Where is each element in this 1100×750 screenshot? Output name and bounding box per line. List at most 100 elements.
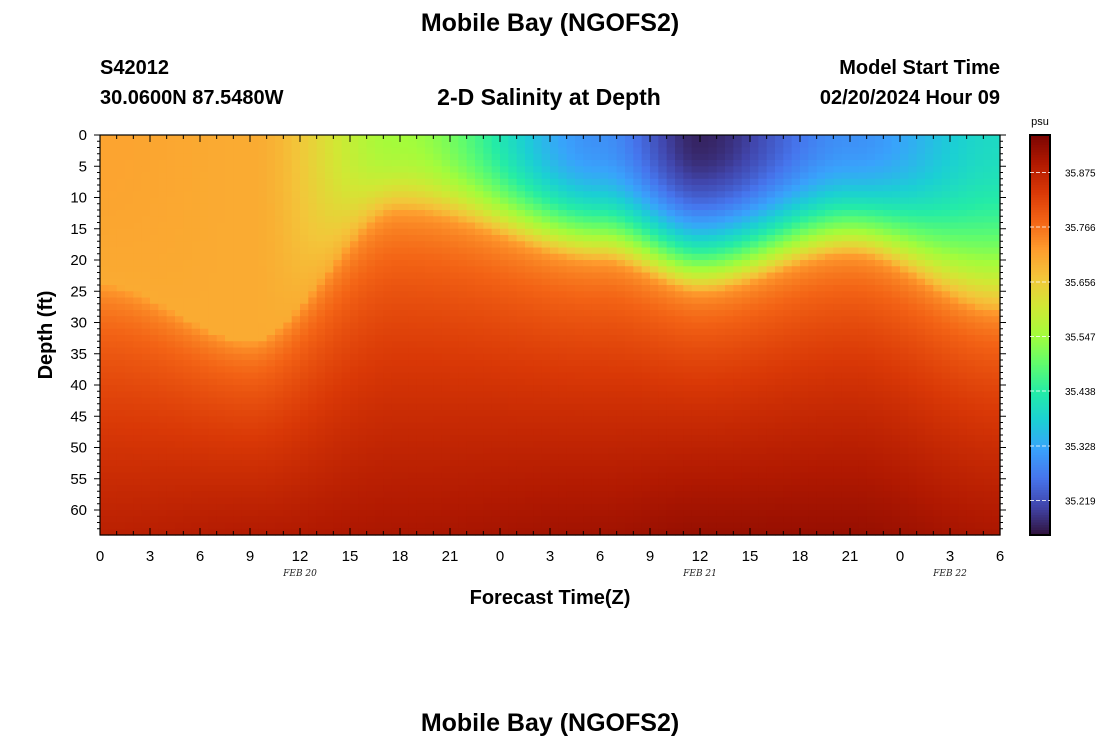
- heatmap-cell: [475, 278, 484, 286]
- heatmap-cell: [483, 347, 493, 355]
- heatmap-cell: [408, 485, 418, 492]
- heatmap-cell: [225, 516, 234, 524]
- heatmap-cell: [525, 291, 534, 299]
- heatmap-cell: [550, 310, 559, 317]
- heatmap-cell: [383, 278, 393, 286]
- heatmap-cell: [675, 516, 684, 524]
- heatmap-cell: [350, 528, 359, 536]
- heatmap-cell: [425, 197, 434, 205]
- heatmap-cell: [450, 316, 459, 324]
- heatmap-cell: [516, 135, 526, 142]
- heatmap-cell: [450, 497, 459, 505]
- heatmap-cell: [316, 135, 326, 142]
- heatmap-cell: [475, 166, 484, 174]
- heatmap-cell: [433, 453, 443, 461]
- heatmap-cell: [233, 528, 243, 536]
- heatmap-cell: [391, 316, 401, 324]
- heatmap-cell: [450, 341, 459, 349]
- heatmap-cell: [341, 147, 351, 155]
- heatmap-cell: [625, 241, 634, 249]
- heatmap-cell: [300, 310, 309, 317]
- heatmap-cell: [741, 203, 751, 211]
- heatmap-cell: [233, 210, 243, 217]
- heatmap-cell: [716, 460, 726, 467]
- heatmap-cell: [158, 441, 168, 449]
- heatmap-cell: [291, 153, 301, 161]
- heatmap-cell: [625, 147, 634, 155]
- heatmap-cell: [666, 497, 676, 505]
- heatmap-cell: [316, 372, 326, 380]
- heatmap-cell: [325, 253, 334, 261]
- heatmap-cell: [600, 185, 609, 192]
- heatmap-cell: [616, 210, 626, 217]
- heatmap-cell: [533, 372, 543, 380]
- heatmap-cell: [616, 310, 626, 317]
- heatmap-cell: [366, 441, 376, 449]
- heatmap-cell: [608, 253, 618, 261]
- heatmap-cell: [575, 160, 584, 167]
- heatmap-cell: [225, 478, 234, 486]
- heatmap-cell: [683, 460, 693, 467]
- heatmap-cell: [250, 178, 259, 186]
- heatmap-cell: [741, 385, 751, 392]
- heatmap-cell: [266, 272, 276, 280]
- heatmap-cell: [166, 428, 176, 436]
- heatmap-cell: [133, 191, 143, 199]
- heatmap-cell: [125, 378, 134, 386]
- heatmap-cell: [333, 478, 343, 486]
- heatmap-cell: [558, 291, 568, 299]
- heatmap-cell: [225, 197, 234, 205]
- heatmap-cell: [533, 528, 543, 536]
- heatmap-cell: [308, 491, 318, 499]
- heatmap-cell: [358, 510, 368, 517]
- heatmap-cell: [441, 472, 451, 480]
- heatmap-cell: [400, 491, 409, 499]
- heatmap-cell: [100, 322, 109, 330]
- heatmap-cell: [258, 491, 268, 499]
- heatmap-cell: [716, 491, 726, 499]
- heatmap-cell: [125, 528, 134, 536]
- heatmap-cell: [141, 291, 151, 299]
- heatmap-cell: [208, 222, 218, 230]
- heatmap-cell: [258, 272, 268, 280]
- heatmap-cell: [741, 341, 751, 349]
- heatmap-cell: [650, 422, 659, 430]
- heatmap-cell: [525, 472, 534, 480]
- heatmap-cell: [475, 347, 484, 355]
- heatmap-cell: [416, 216, 426, 224]
- heatmap-cell: [416, 203, 426, 211]
- heatmap-cell: [241, 216, 251, 224]
- heatmap-cell: [225, 466, 234, 474]
- heatmap-cell: [100, 503, 109, 511]
- heatmap-cell: [191, 410, 201, 417]
- heatmap-cell: [558, 503, 568, 511]
- heatmap-cell: [725, 397, 734, 405]
- heatmap-cell: [300, 441, 309, 449]
- heatmap-cell: [725, 197, 734, 205]
- heatmap-cell: [150, 135, 159, 142]
- heatmap-cell: [158, 235, 168, 242]
- heatmap-cell: [458, 253, 468, 261]
- heatmap-cell: [466, 228, 476, 236]
- heatmap-cell: [591, 241, 601, 249]
- heatmap-cell: [258, 135, 268, 142]
- heatmap-cell: [691, 385, 701, 392]
- heatmap-cell: [350, 166, 359, 174]
- heatmap-cell: [500, 322, 509, 330]
- heatmap-cell: [291, 322, 301, 330]
- heatmap-cell: [691, 428, 701, 436]
- heatmap-cell: [700, 322, 709, 330]
- heatmap-cell: [700, 285, 709, 292]
- heatmap-cell: [266, 497, 276, 505]
- heatmap-cell: [100, 228, 109, 236]
- heatmap-cell: [125, 497, 134, 505]
- heatmap-cell: [416, 160, 426, 167]
- heatmap-cell: [441, 278, 451, 286]
- heatmap-cell: [316, 310, 326, 317]
- heatmap-cell: [258, 241, 268, 249]
- heatmap-cell: [275, 522, 284, 530]
- heatmap-cell: [566, 503, 576, 511]
- heatmap-cell: [533, 497, 543, 505]
- heatmap-cell: [366, 397, 376, 405]
- heatmap-cell: [241, 178, 251, 186]
